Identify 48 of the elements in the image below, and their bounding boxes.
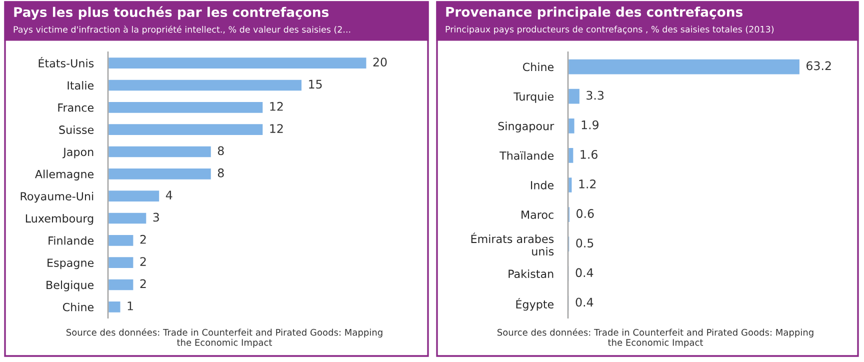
y-tick-label: Italie [68,81,94,90]
y-tick-label: Singapour [498,122,554,132]
data-label: 4 [166,190,172,200]
y-tick-label: Royaume-Uni [20,192,94,203]
y-tick-label: Espagne [48,258,94,270]
data-label: 2 [140,279,146,288]
chart-subtitle: Principaux pays producteurs de contrefaçons , % des saisies totales (2013) [446,26,774,34]
data-label: 8 [218,168,224,178]
data-label: 1 [128,302,133,310]
chart-title: Provenance principale des contrefaçons [446,6,743,20]
data-label: 3.3 [586,90,604,100]
data-label: 1.2 [579,179,596,188]
chart-subtitle: Pays victime d'infraction à la propriété intellect., % de valeur des saisies (2... [14,26,350,34]
y-tick-label: Luxembourg [26,214,94,225]
data-label: 0.4 [576,268,594,278]
data-label: 12 [270,124,283,133]
y-tick-label: France [58,104,94,112]
y-tick-label: Maroc [522,210,554,219]
data-label: 20 [373,58,387,67]
y-tick-label: Japon [62,148,94,158]
y-tick-label: Allemagne [35,170,94,180]
data-label: 15 [309,80,322,89]
y-tick-label: Chine [62,302,94,312]
y-tick-label: Égypte [516,298,554,311]
source-note: Source des données: Trade in Counterfeit and Pirated Goods: Mapping the Economic Impact [66,328,382,348]
y-tick-label: Suisse [59,125,94,134]
data-label: 3 [153,212,159,222]
data-label: 12 [270,102,283,111]
chart-title: Pays les plus touchés par les contrefaçons [14,6,329,20]
data-label: 1.9 [582,120,598,130]
y-tick-label: Thaïlande [500,151,554,160]
data-label: 0.6 [576,209,594,218]
y-tick-label: Émirats arabes unis [471,232,554,256]
y-tick-label: Belgique [46,280,94,292]
y-tick-label: Pakistan [508,269,554,278]
data-label: 1.6 [580,150,598,159]
data-label: 0.5 [576,238,594,248]
data-label: 2 [140,234,146,244]
data-label: 63.2 [806,61,831,70]
data-label: 0.4 [576,298,594,307]
y-tick-label: Finlande [48,236,94,245]
source-note: Source des données: Trade in Counterfeit and Pirated Goods: Mapping the Economic Impact [497,328,814,348]
y-tick-label: Turquie [514,92,554,103]
y-tick-label: États-Unis [38,57,94,68]
y-tick-label: Chine [522,62,554,72]
data-label: 8 [218,146,224,156]
y-tick-label: Inde [530,180,554,190]
data-label: 2 [140,257,146,266]
